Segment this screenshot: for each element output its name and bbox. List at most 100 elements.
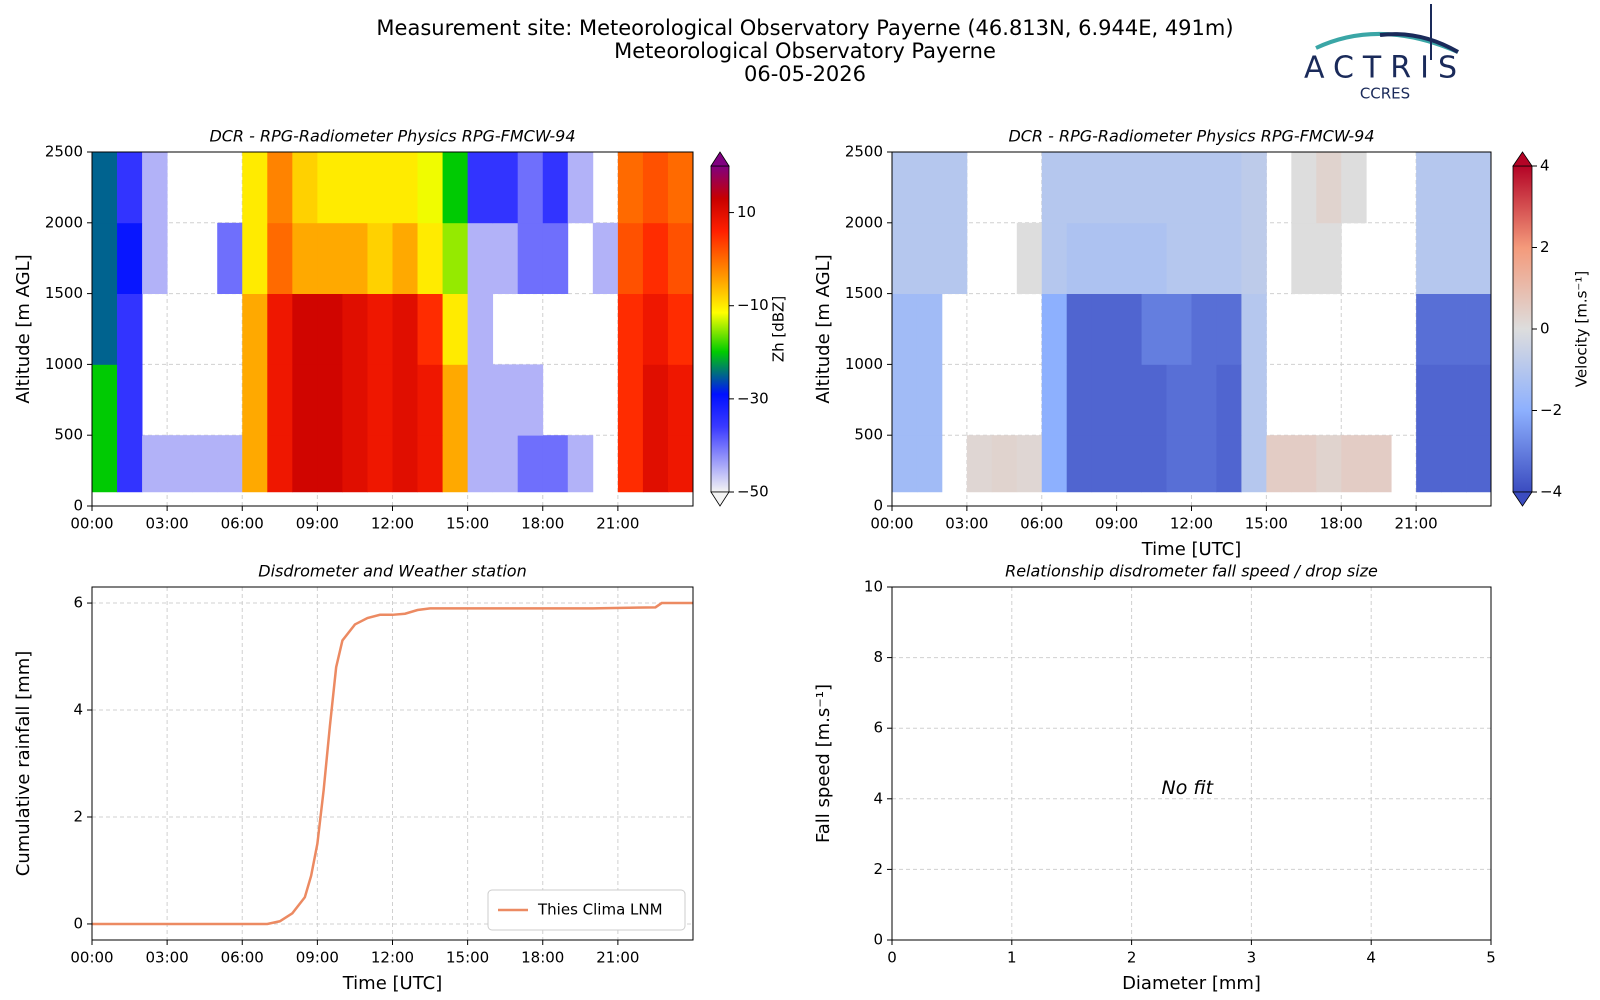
heatmap-cell (317, 152, 343, 224)
heatmap-cell (1291, 152, 1317, 224)
x-tick-label: 0 (887, 949, 897, 967)
colorbar-tick-label: 2 (1540, 238, 1550, 256)
logo-arc (1379, 32, 1460, 54)
heatmap-cell (367, 364, 393, 436)
x-tick-label: 21:00 (596, 949, 639, 967)
y-tick-label: 1000 (845, 355, 883, 373)
heatmap-cell (1141, 364, 1167, 436)
y-tick-label: 0 (73, 497, 83, 515)
heatmap-cell (1016, 222, 1043, 294)
header-line: Measurement site: Meteorological Observa… (376, 16, 1233, 40)
heatmap-cell (1466, 435, 1492, 493)
heatmap-cell (292, 435, 318, 493)
heatmap-cell (117, 222, 143, 294)
heatmap-cell (1441, 152, 1467, 224)
heatmap-cell (342, 293, 368, 365)
heatmap-cell (916, 293, 943, 365)
header-line: Meteorological Observatory Payerne (614, 39, 996, 63)
x-tick-label: 18:00 (521, 949, 564, 967)
colorbar-tick-label: −30 (737, 389, 769, 407)
colorbar-tick-label: 10 (737, 203, 756, 221)
heatmap-cell (392, 364, 418, 436)
x-tick-label: 09:00 (296, 949, 339, 967)
heatmap-cell (1316, 152, 1342, 224)
heatmap-cell (317, 364, 343, 436)
heatmap-cell (617, 222, 644, 294)
heatmap-cell (1041, 152, 1068, 224)
heatmap-cell (1091, 222, 1118, 294)
heatmap-cell (1116, 222, 1142, 294)
heatmap-cell (1216, 152, 1242, 224)
heatmap-cell (317, 293, 343, 365)
heatmap-cell (417, 293, 443, 365)
heatmap-cell (467, 222, 494, 294)
heatmap-cell (242, 364, 268, 436)
heatmap-cell (1016, 435, 1043, 493)
y-tick-label: 2500 (45, 143, 83, 161)
heatmap-cell (467, 293, 494, 365)
heatmap-cell (1366, 435, 1392, 493)
heatmap-cell (617, 293, 644, 365)
heatmap-cell (1416, 152, 1442, 224)
heatmap-cell (1441, 293, 1467, 365)
panel-title: Relationship disdrometer fall speed / dr… (1005, 562, 1378, 581)
heatmap-cell (517, 152, 544, 224)
x-tick-label: 03:00 (146, 515, 189, 533)
heatmap-cell (567, 435, 594, 493)
x-tick-label: 4 (1366, 949, 1376, 967)
logo: ACTRIS CCRES (1304, 4, 1460, 103)
heatmap-cell (517, 435, 544, 493)
heatmap-cell (617, 435, 644, 493)
heatmap-cell (991, 435, 1018, 493)
heatmap-cell (317, 435, 343, 493)
heatmap-cell (267, 293, 293, 365)
y-tick-label: 2500 (845, 143, 883, 161)
heatmap-cell (892, 222, 918, 294)
heatmap-cell (1216, 222, 1242, 294)
y-axis-label: Fall speed [m.s⁻¹] (813, 684, 834, 843)
heatmap-cell (966, 435, 993, 493)
heatmap-cell (892, 152, 918, 224)
heatmap-cell (642, 222, 669, 294)
heatmap-cell (1316, 222, 1342, 294)
heatmap-cell (1166, 152, 1192, 224)
heatmap-cell (1466, 152, 1492, 224)
heatmap-cell (1116, 152, 1142, 224)
x-tick-label: 03:00 (945, 515, 988, 533)
heatmap-cell (642, 293, 669, 365)
x-tick-label: 00:00 (870, 515, 913, 533)
heatmap-cell (267, 435, 293, 493)
heatmap-cell (442, 293, 469, 365)
heatmap-cell (667, 293, 694, 365)
legend-label: Thies Clima LNM (537, 901, 663, 919)
heatmap-cell (442, 435, 469, 493)
heatmap-cell (1141, 152, 1167, 224)
heatmap-cell (1141, 435, 1167, 493)
x-tick-label: 18:00 (1320, 515, 1363, 533)
heatmap-cell (667, 364, 694, 436)
heatmap-cell (442, 152, 469, 224)
heatmap-cell (542, 222, 569, 294)
heatmap-cell (242, 152, 268, 224)
heatmap-cell (1066, 293, 1093, 365)
heatmap-cell (1466, 364, 1492, 436)
axes-frame (91, 151, 694, 507)
panel-title: DCR - RPG-Radiometer Physics RPG-FMCW-94 (1008, 127, 1374, 146)
panel-title: Disdrometer and Weather station (258, 562, 526, 581)
heatmap-cell (142, 152, 168, 224)
heatmap-cell (142, 435, 168, 493)
heatmap-cell (317, 222, 343, 294)
heatmap-cell (417, 364, 443, 436)
heatmap-cell (1116, 364, 1142, 436)
y-tick-label: 6 (73, 594, 83, 612)
heatmap-cell (1416, 364, 1442, 436)
heatmap-cell (642, 435, 669, 493)
heatmap-cell (1091, 152, 1118, 224)
colorbar-tick-label: −4 (1540, 483, 1562, 501)
colorbar-extend (1512, 151, 1533, 167)
heatmap-cell (267, 364, 293, 436)
heatmap-cell (642, 364, 669, 436)
heatmap-cell (292, 293, 318, 365)
x-axis-label: Time [UTC] (342, 973, 443, 994)
